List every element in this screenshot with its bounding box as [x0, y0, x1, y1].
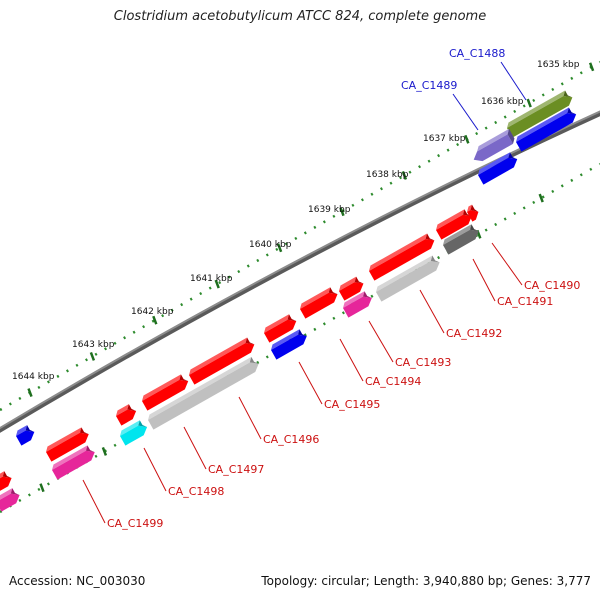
- map-title: Clostridium acetobutylicum ATCC 824, com…: [113, 9, 487, 24]
- gene-leader-line: [419, 289, 445, 334]
- outer-major-tick: [27, 388, 33, 398]
- tick-label: 1642 kbp: [131, 307, 174, 317]
- gene-label: CA_C1493: [395, 356, 451, 369]
- gene-arrow: [0, 488, 20, 512]
- outer-major-tick: [214, 279, 220, 289]
- gene-label: CA_C1495: [324, 398, 380, 411]
- gene-arrow: [436, 209, 472, 240]
- gene-leader-line: [472, 258, 496, 302]
- tick-label: 1635 kbp: [537, 60, 580, 70]
- gene-label: CA_C1498: [168, 485, 224, 498]
- gene-arrow: [507, 90, 573, 138]
- gene-arrow: [376, 255, 440, 302]
- gene-arrow: [473, 128, 515, 162]
- gene-label: CA_C1489: [401, 79, 457, 92]
- outer-major-tick: [526, 98, 532, 108]
- tick-label: 1637 kbp: [423, 134, 466, 144]
- gene-label: CA_C1488: [449, 47, 505, 60]
- tick-label: 1641 kbp: [190, 274, 233, 284]
- outer-major-tick: [89, 351, 96, 361]
- gene-arrow: [264, 314, 297, 343]
- outer-tick-track: [0, 60, 600, 412]
- gene-arrow: [343, 291, 372, 318]
- inner-major-tick: [101, 447, 108, 456]
- gene-label: CA_C1490: [524, 279, 580, 292]
- gene-label: CA_C1497: [208, 463, 264, 476]
- gene-arrow: [16, 425, 35, 446]
- tick-label: 1640 kbp: [249, 240, 292, 250]
- gene-arrow: [478, 152, 518, 185]
- gene-label: CA_C1496: [263, 433, 319, 446]
- inner-major-tick: [538, 193, 544, 203]
- gene-leader-line: [500, 61, 527, 101]
- gene-arrow: [142, 374, 189, 411]
- accession-text: Accession: NC_003030: [9, 574, 146, 588]
- outer-major-tick: [152, 315, 158, 325]
- outer-major-tick: [588, 62, 595, 72]
- gene-arrow: [369, 233, 435, 281]
- gene-arrow: [189, 337, 255, 385]
- tick-label: 1638 kbp: [366, 170, 409, 180]
- tick-label: 1643 kbp: [72, 340, 115, 350]
- gene-arrow: [300, 287, 338, 319]
- gene-arrow: [516, 107, 577, 152]
- gene-leader-line: [339, 338, 364, 382]
- gene-arrow: [46, 427, 89, 462]
- gene-leader-line: [298, 361, 323, 405]
- gene-leader-line: [238, 396, 262, 440]
- inner-major-tick: [39, 483, 45, 493]
- tick-label: 1639 kbp: [308, 205, 351, 215]
- outer-major-tick: [339, 207, 345, 217]
- gene-arrow: [339, 276, 364, 301]
- tick-label: 1636 kbp: [481, 97, 524, 107]
- topology-text: Topology: circular; Length: 3,940,880 bp…: [261, 574, 591, 588]
- outer-major-tick: [276, 243, 283, 253]
- gene-arrow: [52, 445, 95, 480]
- gene-arrow: [120, 420, 148, 446]
- gene-label: CA_C1492: [446, 327, 502, 340]
- gene-leader-line: [82, 479, 106, 524]
- outer-major-tick: [401, 171, 408, 180]
- gene-arrow: [271, 329, 307, 360]
- gene-leader-line: [368, 320, 394, 363]
- gene-leader-line: [183, 426, 207, 470]
- outer-major-tick: [464, 134, 470, 144]
- gene-label: CA_C1494: [365, 375, 421, 388]
- gene-arrow: [148, 356, 259, 430]
- gene-arrow: [116, 404, 137, 426]
- tick-label: 1644 kbp: [12, 372, 55, 382]
- gene-leader-line: [452, 93, 479, 131]
- gene-arrow: [467, 204, 479, 222]
- gene-leader-line: [491, 242, 523, 286]
- gene-arrow: [0, 471, 12, 495]
- gene-leader-line: [143, 447, 167, 492]
- gene-label: CA_C1499: [107, 517, 163, 530]
- gene-label: CA_C1491: [497, 295, 553, 308]
- gene-arrow: [443, 224, 479, 255]
